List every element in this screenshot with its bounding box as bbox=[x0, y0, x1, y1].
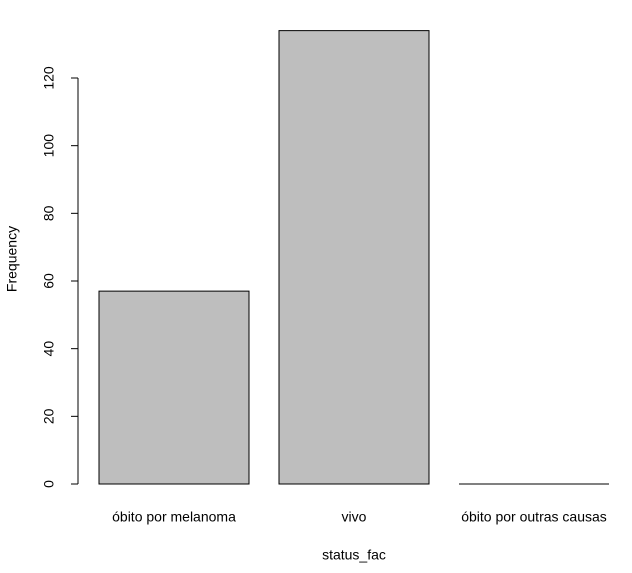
y-tick-label: 120 bbox=[41, 66, 57, 90]
y-tick-label: 20 bbox=[41, 408, 57, 424]
y-tick-label: 100 bbox=[41, 134, 57, 158]
bar bbox=[98, 290, 250, 485]
x-axis-label: status_fac bbox=[322, 547, 386, 563]
y-tick-label: 0 bbox=[41, 480, 57, 488]
y-tick-label: 40 bbox=[41, 341, 57, 357]
x-tick-label: óbito por outras causas bbox=[461, 509, 607, 525]
y-axis-label: Frequency bbox=[4, 226, 20, 292]
y-tick-label: 60 bbox=[41, 273, 57, 289]
bar bbox=[278, 30, 430, 485]
x-tick-label: óbito por melanoma bbox=[112, 509, 236, 525]
x-tick-label: vivo bbox=[342, 509, 367, 525]
y-tick-label: 80 bbox=[41, 205, 57, 221]
